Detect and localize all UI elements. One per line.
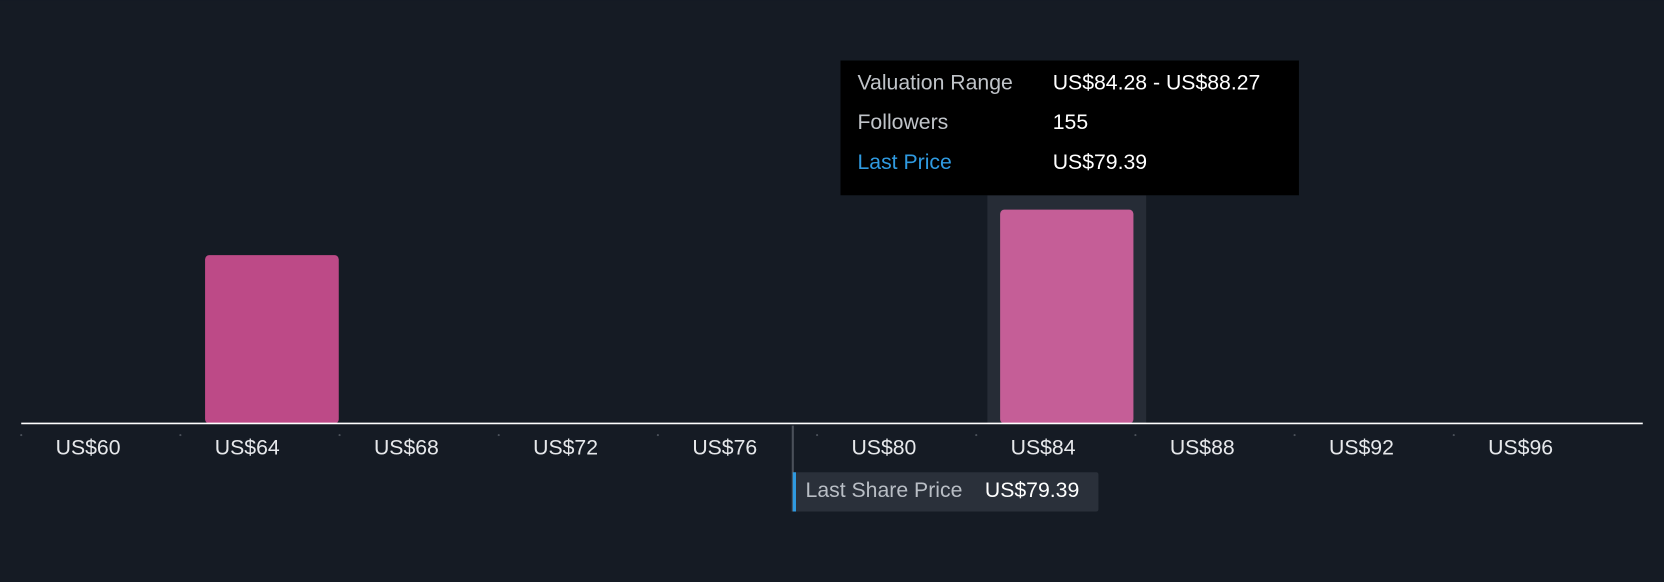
tick-mark — [656, 434, 659, 437]
bar — [205, 255, 339, 424]
tick-mark — [1293, 434, 1296, 437]
x-tick-label: US$72 — [533, 437, 598, 460]
x-tick-label: US$84 — [1011, 437, 1076, 460]
tick-mark — [497, 434, 500, 437]
tooltip-label: Followers — [857, 111, 948, 134]
x-tick-label: US$80 — [851, 437, 916, 460]
tooltip-value: US$84.28 - US$88.27 — [1053, 71, 1261, 94]
last-price-accent — [792, 472, 796, 512]
tooltip — [840, 60, 1299, 196]
tick-mark — [179, 434, 182, 437]
tick-mark — [338, 434, 341, 437]
plot-area: US$60 US$64 US$68 US$72 US$76 US$80 US$84 US$88… — [20, 60, 1643, 512]
tooltip-value: US$79.39 — [1053, 151, 1147, 174]
tick-mark — [1452, 434, 1455, 437]
x-tick-label: US$68 — [374, 437, 439, 460]
last-price-title: Last Share Price — [806, 479, 963, 502]
tooltip-value: 155 — [1053, 111, 1088, 134]
x-tick-label: US$92 — [1329, 437, 1394, 460]
x-tick-label: US$96 — [1488, 437, 1553, 460]
last-price-box — [792, 472, 1099, 512]
bar — [1000, 209, 1134, 424]
tick-mark — [816, 434, 819, 437]
x-tick-label: US$88 — [1170, 437, 1235, 460]
tick-mark — [20, 434, 23, 437]
x-tick-label: US$60 — [56, 437, 121, 460]
last-price-value: US$79.39 — [985, 479, 1079, 502]
tooltip-label: Last Price — [857, 151, 951, 174]
x-tick-label: US$76 — [692, 437, 757, 460]
tooltip-label: Valuation Range — [857, 71, 1012, 94]
x-tick-label: US$64 — [215, 437, 280, 460]
tick-mark — [1134, 434, 1137, 437]
tick-mark — [975, 434, 978, 437]
